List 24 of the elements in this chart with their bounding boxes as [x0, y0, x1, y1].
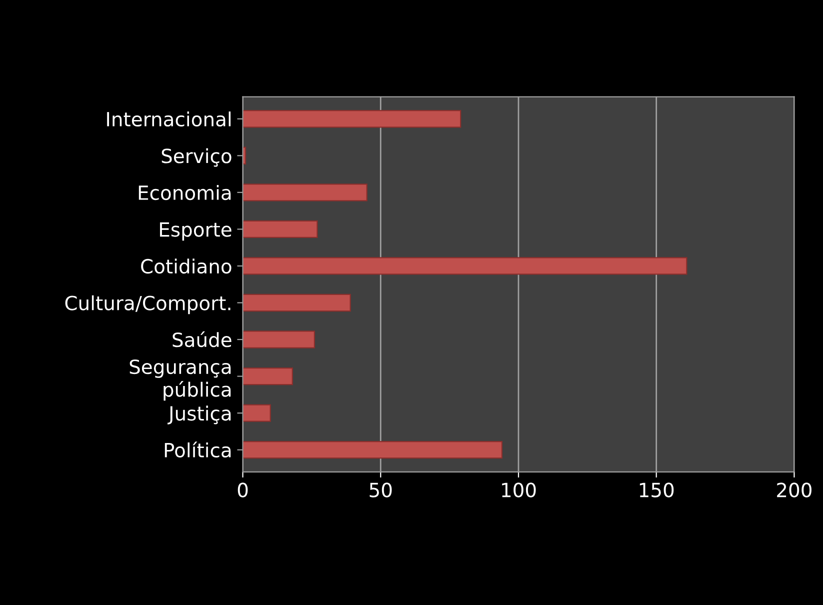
- y-tick-label: Cultura/Comport.: [65, 295, 230, 314]
- y-tick-label: Justiça: [168, 406, 231, 424]
- y-tick-label: Economia: [138, 185, 231, 200]
- x-tick-label: 50: [370, 482, 392, 498]
- y-tick-label: Cotidiano: [141, 258, 232, 274]
- bar: [242, 220, 318, 238]
- bar: [242, 404, 271, 422]
- y-tick-label: Segurança pública: [130, 359, 231, 401]
- x-tick-label: 200: [777, 482, 812, 498]
- y-tick-label: Saúde: [172, 331, 232, 348]
- bar: [242, 330, 316, 348]
- x-tick-label: 150: [640, 482, 674, 498]
- bar: [242, 184, 368, 202]
- bar: [242, 367, 293, 386]
- bar: [242, 441, 503, 459]
- y-tick-label: Internacional: [107, 111, 231, 127]
- x-tick-label: 100: [502, 482, 536, 498]
- bar: [242, 257, 688, 275]
- x-tick-label: 0: [238, 482, 248, 498]
- bar: [242, 110, 462, 128]
- bar: [242, 294, 351, 312]
- y-tick-label: Política: [164, 442, 231, 458]
- y-tick-label: Serviço: [162, 148, 232, 167]
- y-tick-label: Esporte: [160, 222, 232, 241]
